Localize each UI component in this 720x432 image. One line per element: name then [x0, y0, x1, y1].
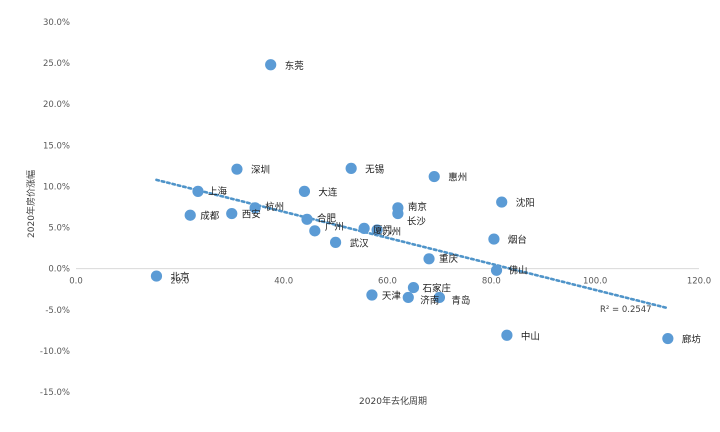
r-squared-label: R² = 0.2547	[600, 305, 652, 315]
data-point	[371, 224, 383, 236]
data-points	[150, 59, 674, 345]
point-label: 石家庄	[422, 283, 451, 295]
y-axis-title: 2020年房价涨幅	[25, 170, 37, 238]
data-point	[329, 236, 342, 248]
point-label: 上海	[208, 185, 228, 197]
x-tick-label: 60.0	[378, 277, 397, 287]
y-tick-label: 20.0%	[43, 100, 70, 110]
trendline-line	[155, 178, 670, 310]
data-point	[501, 329, 513, 341]
x-tick-label: 120.0	[687, 277, 711, 287]
data-point	[298, 185, 311, 197]
data-point	[392, 207, 404, 220]
y-tick-label: 0.0%	[48, 265, 70, 275]
data-point	[309, 225, 321, 237]
point-label: 杭州	[265, 201, 284, 213]
point-label: 济南	[420, 294, 439, 306]
point-label: 廊坊	[682, 334, 702, 346]
point-label: 南京	[408, 201, 427, 213]
point-label: 天津	[382, 291, 402, 302]
data-point	[150, 270, 163, 282]
point-label: 西安	[242, 209, 261, 221]
y-tick-label: 5.0%	[48, 224, 70, 234]
data-point	[428, 170, 440, 183]
data-point	[402, 291, 414, 304]
y-tick-label: -5.0%	[45, 306, 70, 316]
data-point	[366, 289, 378, 301]
data-point	[192, 185, 204, 197]
data-point	[226, 207, 238, 220]
x-tick-label: 0.0	[69, 277, 83, 287]
x-tick-label: 100.0	[583, 277, 607, 287]
data-point	[662, 332, 674, 345]
data-point	[301, 213, 313, 225]
y-axis-ticks: -15.0% -10.0% -5.0% 0.0% 5.0% 10.0% 15.0% 20.0%…	[40, 18, 70, 398]
point-label: 烟台	[508, 234, 527, 246]
point-label: 中山	[521, 330, 540, 342]
point-label: 长沙	[407, 216, 427, 228]
data-point	[423, 253, 435, 265]
point-label: 青岛	[451, 294, 470, 306]
point-label: 无锡	[365, 163, 384, 175]
x-tick-label: 80.0	[482, 277, 501, 287]
y-tick-label: 10.0%	[43, 182, 70, 192]
data-point	[249, 202, 261, 214]
point-label: 厦门	[373, 224, 392, 236]
point-label: 合肥	[317, 212, 337, 224]
point-label: 深圳	[251, 165, 270, 176]
point-label: 重庆	[439, 253, 459, 265]
point-label: 武汉	[350, 237, 370, 249]
point-label: 成都	[200, 210, 220, 222]
x-axis-ticks: 0.0 20.0 40.0 60.0 80.0 100.0 120.0	[69, 277, 711, 287]
point-label: 苏州	[382, 226, 401, 238]
y-tick-label: 15.0%	[43, 141, 70, 151]
y-tick-label: 30.0%	[43, 18, 70, 28]
x-tick-label: 20.0	[170, 277, 189, 287]
data-point	[488, 233, 500, 245]
data-point	[358, 222, 370, 234]
data-point	[184, 209, 196, 221]
x-tick-label: 40.0	[274, 277, 293, 287]
point-label: 佛山	[509, 264, 528, 276]
data-point	[496, 196, 508, 208]
point-label: 惠州	[448, 172, 467, 184]
data-point	[433, 291, 446, 304]
data-point	[407, 281, 420, 294]
data-point	[345, 162, 357, 174]
data-point	[265, 59, 277, 71]
x-axis-title: 2020年去化周期	[359, 395, 427, 407]
data-point	[490, 264, 503, 276]
y-tick-label: 25.0%	[43, 59, 70, 69]
point-label: 沈阳	[516, 197, 535, 209]
y-tick-label: -15.0%	[40, 388, 70, 398]
data-point	[231, 163, 243, 175]
point-label: 广州	[325, 221, 344, 233]
trendline	[155, 178, 670, 310]
y-tick-label: -10.0%	[40, 347, 70, 357]
point-label: 北京	[170, 271, 189, 283]
point-label: 大连	[318, 186, 338, 198]
point-label: 东莞	[285, 60, 305, 72]
